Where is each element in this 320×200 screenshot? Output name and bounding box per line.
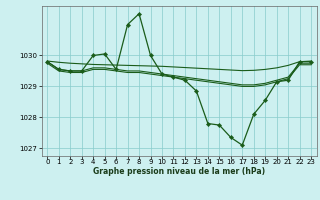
X-axis label: Graphe pression niveau de la mer (hPa): Graphe pression niveau de la mer (hPa) xyxy=(93,167,265,176)
